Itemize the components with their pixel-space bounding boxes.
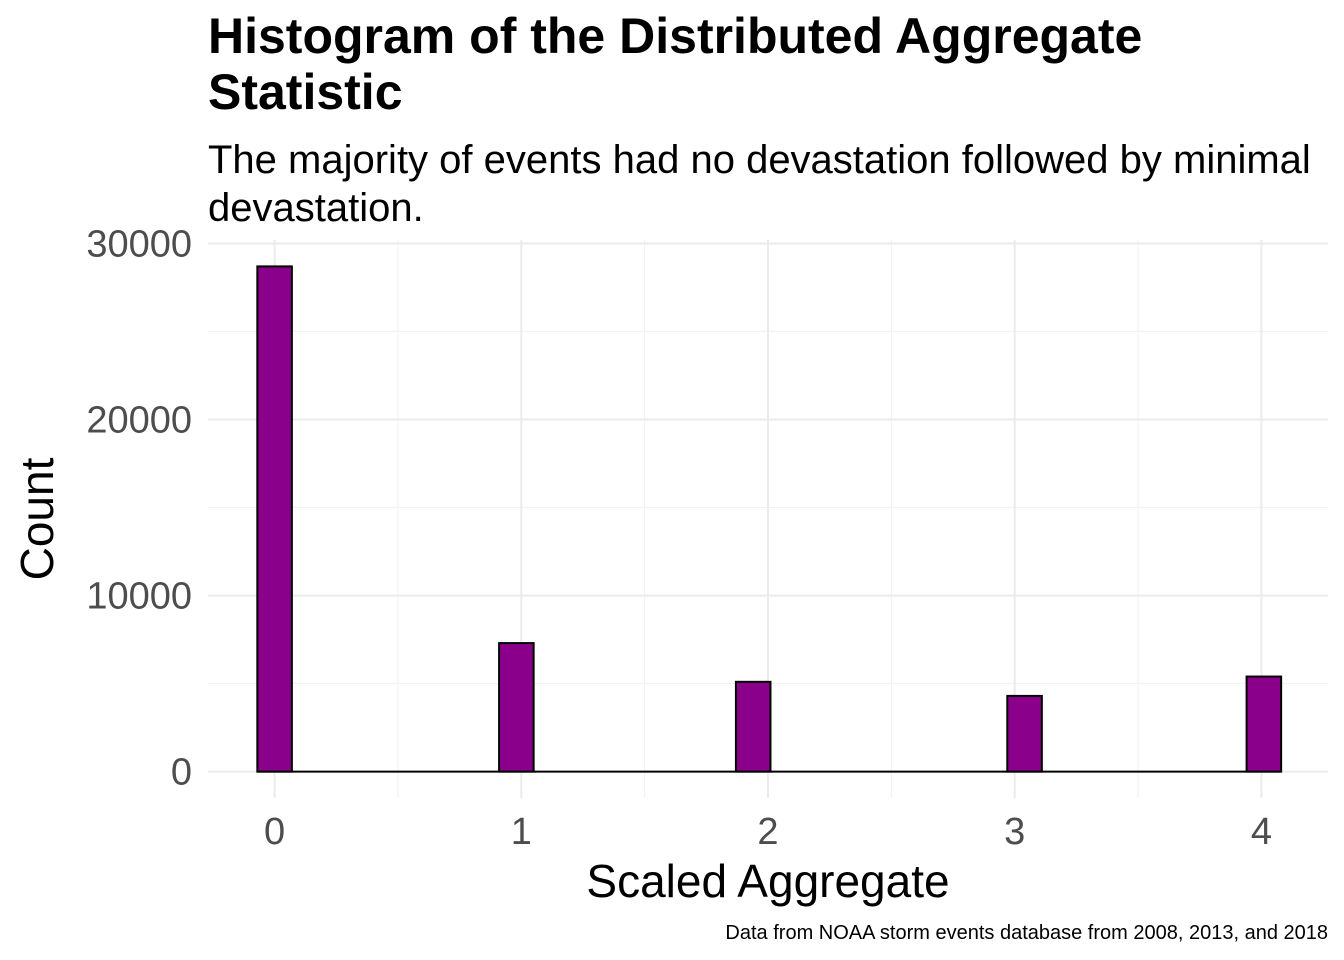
x-tick-label: 1	[511, 811, 532, 853]
y-axis-title: Count	[11, 457, 63, 580]
axis-ticks: 0 1 2 3 4 0 10000 20000 30000	[86, 224, 1272, 853]
histogram-bar	[256, 265, 293, 773]
chart-subtitle: The majority of events had no devastatio…	[208, 138, 1311, 230]
x-tick-label: 0	[264, 811, 285, 853]
chart-caption: Data from NOAA storm events database fro…	[725, 922, 1328, 944]
histogram-bar	[1245, 675, 1283, 773]
histogram-bar	[1006, 694, 1043, 773]
x-axis-title: Scaled Aggregate	[586, 855, 949, 907]
histogram-bars	[256, 265, 1283, 773]
chart-title: Histogram of the Distributed Aggregate S…	[208, 8, 1143, 120]
y-tick-label: 10000	[86, 576, 192, 618]
y-tick-label: 30000	[86, 224, 192, 266]
histogram-bar	[734, 680, 772, 773]
y-tick-label: 0	[171, 752, 192, 794]
histogram-bar	[498, 642, 535, 773]
x-tick-label: 4	[1251, 811, 1272, 853]
x-tick-label: 2	[757, 811, 778, 853]
x-tick-label: 3	[1004, 811, 1025, 853]
y-tick-label: 20000	[86, 400, 192, 442]
